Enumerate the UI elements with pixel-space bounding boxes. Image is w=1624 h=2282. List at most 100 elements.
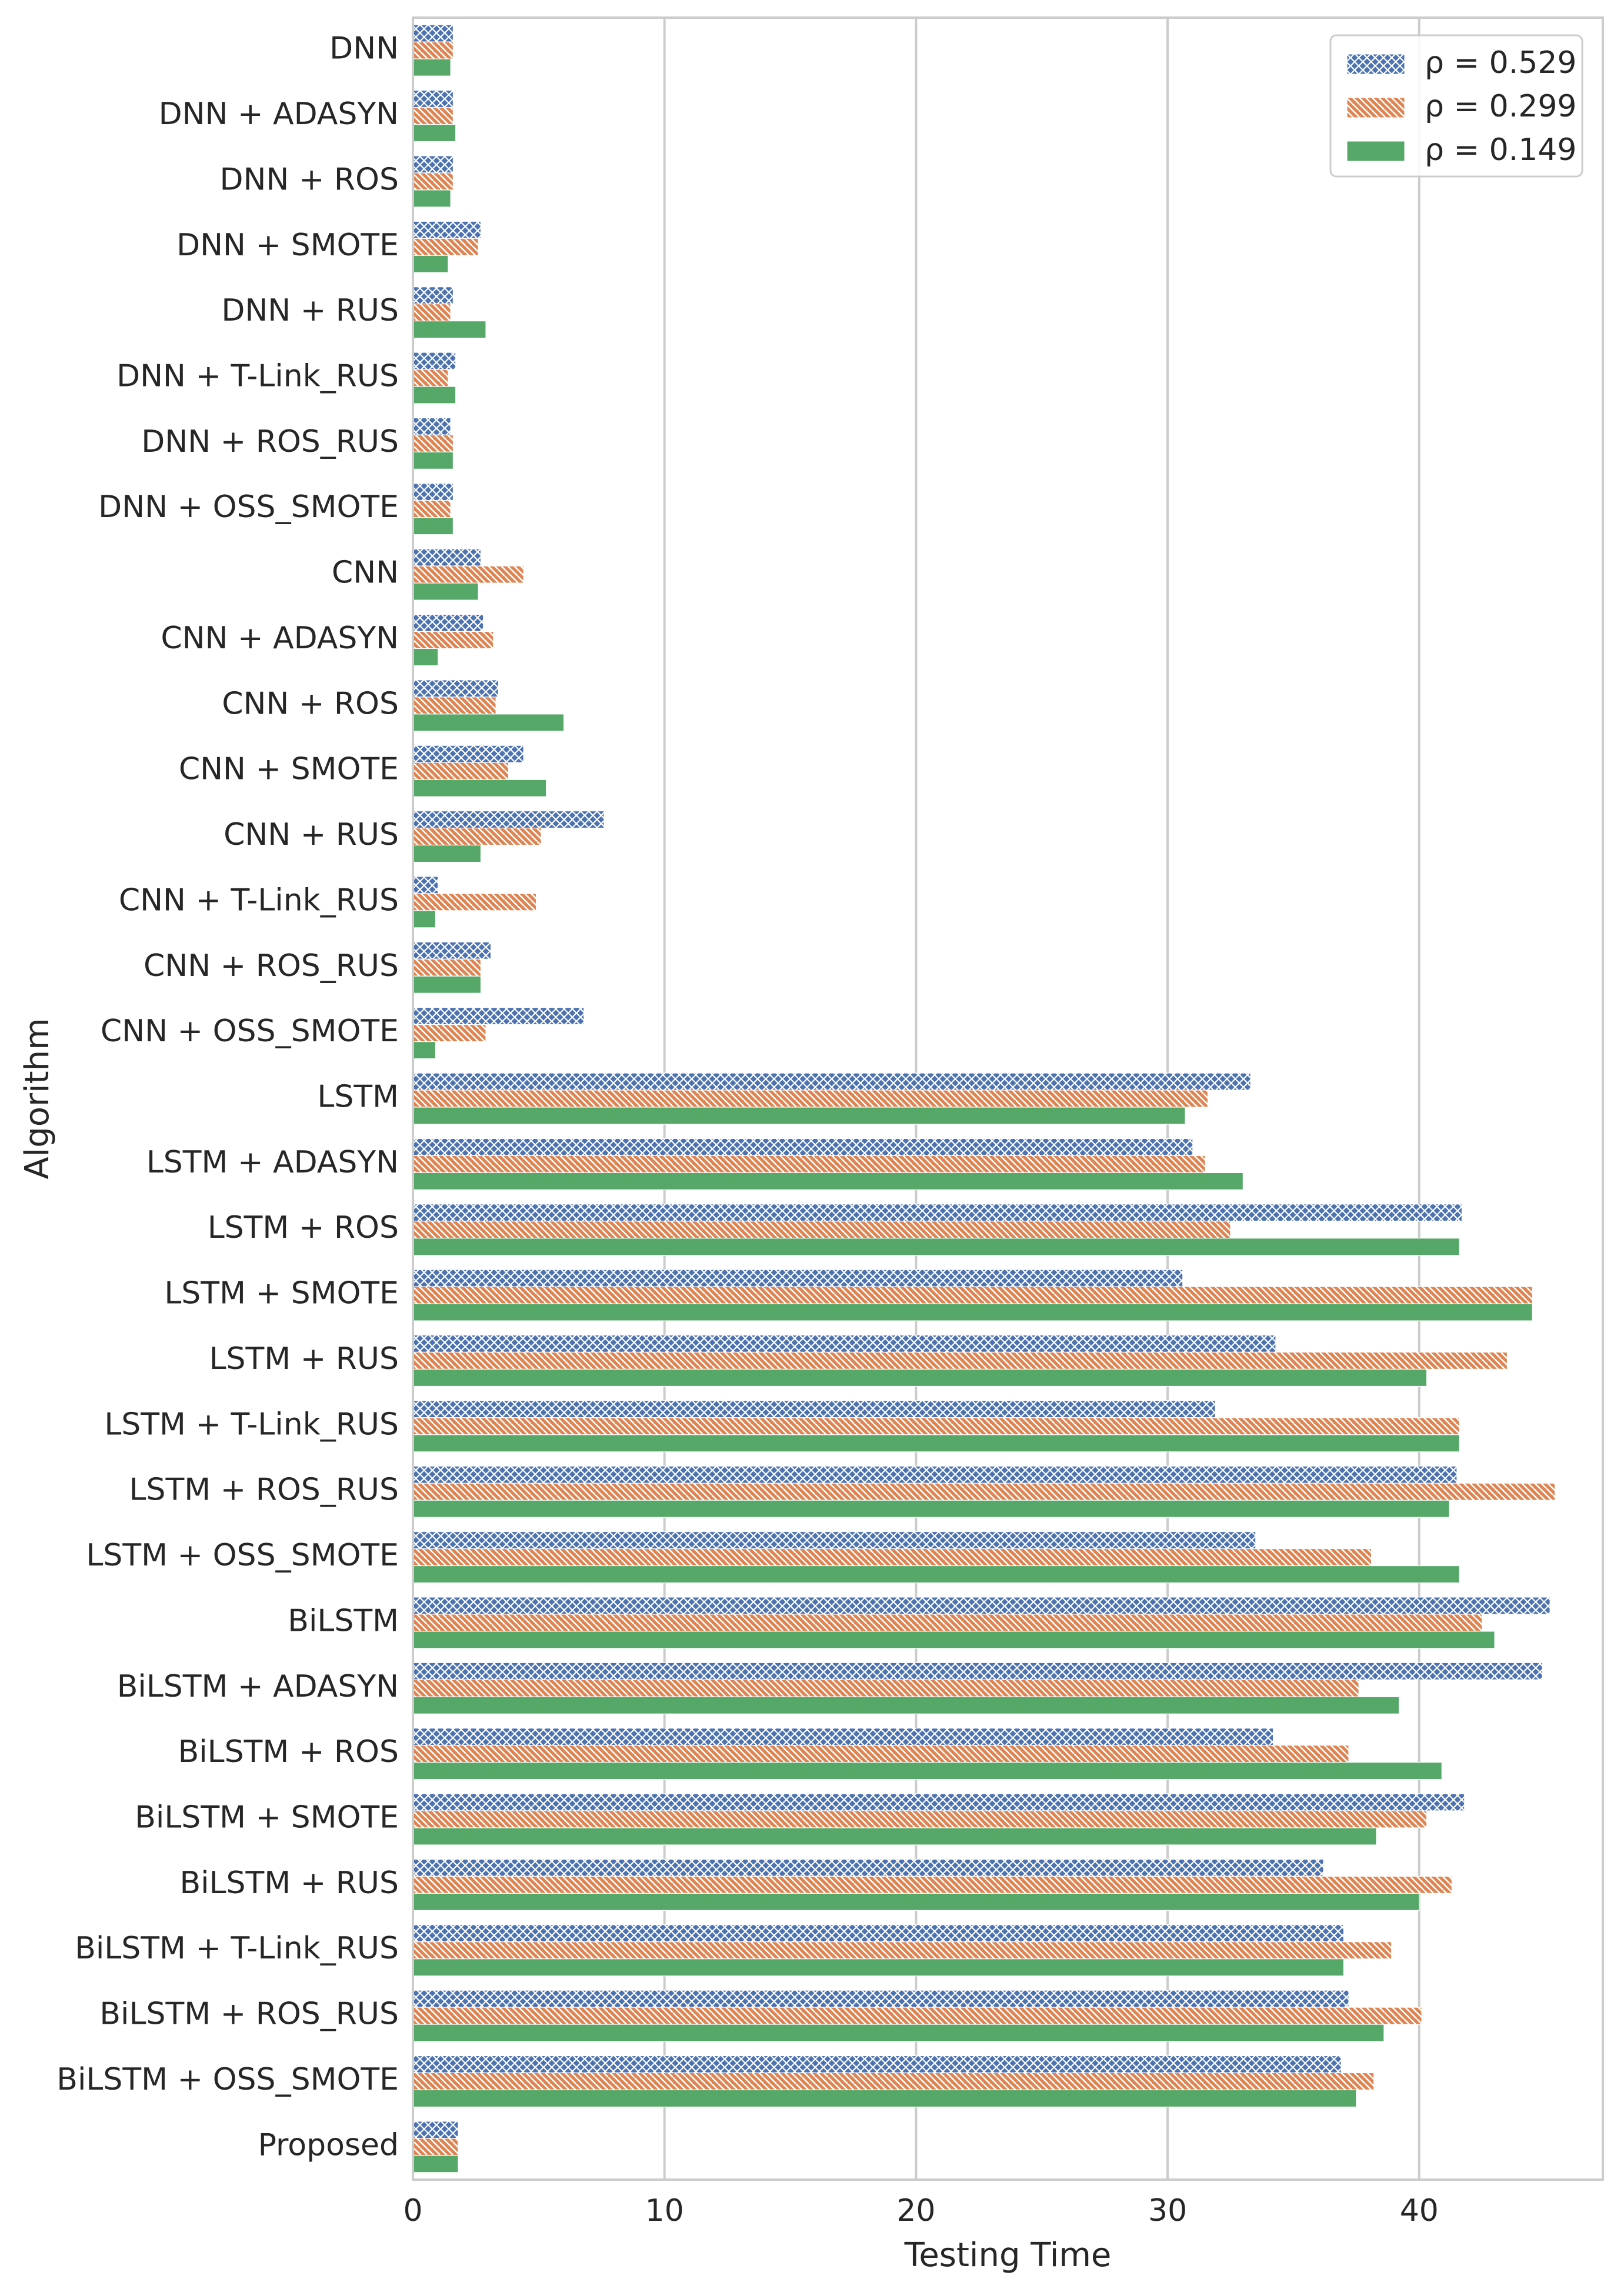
- y-tick-label: CNN + T-Link_RUS: [119, 882, 399, 918]
- bar: [412, 1958, 1345, 1977]
- y-tick-label: BiLSTM + ROS_RUS: [99, 1997, 399, 2032]
- bar-layer: [412, 24, 1556, 2173]
- bar: [412, 1107, 1186, 1125]
- bar: [412, 155, 454, 174]
- bar: [412, 614, 484, 632]
- bar: [412, 352, 456, 370]
- bar: [412, 565, 524, 584]
- bar: [412, 941, 492, 960]
- bar: [412, 958, 482, 977]
- bar: [412, 89, 454, 108]
- bar: [412, 1483, 1556, 1501]
- bar: [412, 810, 605, 829]
- bar: [412, 1238, 1460, 1256]
- bar: [412, 41, 454, 59]
- y-tick-label: CNN + SMOTE: [179, 752, 399, 787]
- bar: [412, 1434, 1460, 1453]
- legend: ρ = 0.529 ρ = 0.299 ρ = 0.149: [1329, 34, 1583, 178]
- bar: [412, 417, 451, 435]
- bar: [412, 2138, 459, 2156]
- bar: [412, 451, 454, 469]
- bar: [412, 434, 454, 452]
- bar: [412, 2089, 1357, 2108]
- bar: [412, 827, 542, 846]
- bar: [412, 679, 499, 698]
- y-tick-label: LSTM + ROS_RUS: [129, 1473, 399, 1508]
- y-tick-label: DNN + SMOTE: [176, 228, 399, 263]
- bar: [412, 1090, 1209, 1108]
- bar: [412, 548, 482, 567]
- bar: [412, 779, 547, 797]
- legend-swatch: [1346, 141, 1405, 162]
- bar: [412, 238, 479, 256]
- legend-swatch: [1346, 54, 1405, 75]
- bar: [412, 631, 494, 649]
- y-tick-label: DNN + T-Link_RUS: [116, 359, 399, 394]
- bar: [412, 648, 439, 667]
- bar: [412, 1565, 1460, 1584]
- bar: [412, 321, 486, 339]
- bar: [412, 1007, 585, 1025]
- bar: [412, 304, 451, 322]
- y-tick-label: LSTM + OSS_SMOTE: [86, 1538, 399, 1573]
- bar: [412, 1024, 486, 1042]
- bar: [412, 517, 454, 535]
- bar: [412, 2007, 1422, 2025]
- bar: [412, 221, 482, 239]
- bar: [412, 1762, 1442, 1780]
- bar: [412, 2024, 1385, 2042]
- y-tick-label: LSTM + ROS: [208, 1210, 399, 1245]
- y-tick-label: Proposed: [258, 2127, 399, 2163]
- legend-label: ρ = 0.149: [1425, 132, 1577, 168]
- bar: [412, 1614, 1483, 1632]
- bar: [412, 1400, 1216, 1418]
- bar: [412, 1138, 1193, 1156]
- bar: [412, 975, 482, 994]
- y-tick-label: CNN: [332, 555, 399, 591]
- bar: [412, 58, 451, 76]
- legend-label: ρ = 0.299: [1425, 89, 1577, 124]
- bar: [412, 893, 537, 911]
- y-axis-title: Algorithm: [18, 1018, 56, 1179]
- bar: [412, 1728, 1274, 1746]
- bar: [412, 1597, 1550, 1615]
- y-tick-label: LSTM + ADASYN: [146, 1145, 399, 1180]
- y-tick-label: BiLSTM + ADASYN: [117, 1669, 399, 1704]
- y-tick-label: BiLSTM + ROS: [178, 1734, 399, 1770]
- y-tick-label: LSTM + RUS: [209, 1341, 399, 1377]
- bar: [412, 1155, 1206, 1173]
- bar: [412, 745, 524, 763]
- bar: [412, 1072, 1251, 1091]
- bar: [412, 1679, 1359, 1697]
- y-tick-label: CNN + ADASYN: [161, 621, 399, 656]
- y-tick-label: LSTM + T-Link_RUS: [104, 1407, 399, 1442]
- y-tick-label: CNN + ROS: [222, 686, 399, 721]
- bar: [412, 1924, 1345, 1943]
- bar: [412, 124, 456, 142]
- bar: [412, 1221, 1231, 1239]
- bar: [412, 500, 451, 518]
- bar: [412, 287, 454, 305]
- bar: [412, 1531, 1256, 1550]
- bar: [412, 762, 509, 780]
- axis-layer: DNN DNN + ADASYN DNN + ROS DNN + SMOTE DNN +…: [18, 16, 1604, 2274]
- bar: [412, 2155, 459, 2173]
- bar: [412, 876, 439, 894]
- x-tick-label: 10: [645, 2193, 684, 2228]
- bar: [412, 1990, 1349, 2008]
- bar: [412, 1810, 1428, 1828]
- y-tick-label: DNN: [329, 31, 399, 66]
- y-tick-label: CNN + RUS: [224, 817, 399, 852]
- bar: [412, 1827, 1377, 1845]
- bar: [412, 697, 496, 715]
- bar: [412, 1041, 436, 1060]
- bar: [412, 24, 454, 42]
- bar: [412, 386, 456, 404]
- x-tick-label: 20: [896, 2193, 935, 2228]
- y-tick-label: DNN + OSS_SMOTE: [98, 489, 399, 525]
- plot-frame: [412, 16, 1604, 2181]
- legend-label: ρ = 0.529: [1425, 45, 1577, 81]
- bar: [412, 582, 479, 601]
- y-tick-label: CNN + ROS_RUS: [144, 948, 399, 984]
